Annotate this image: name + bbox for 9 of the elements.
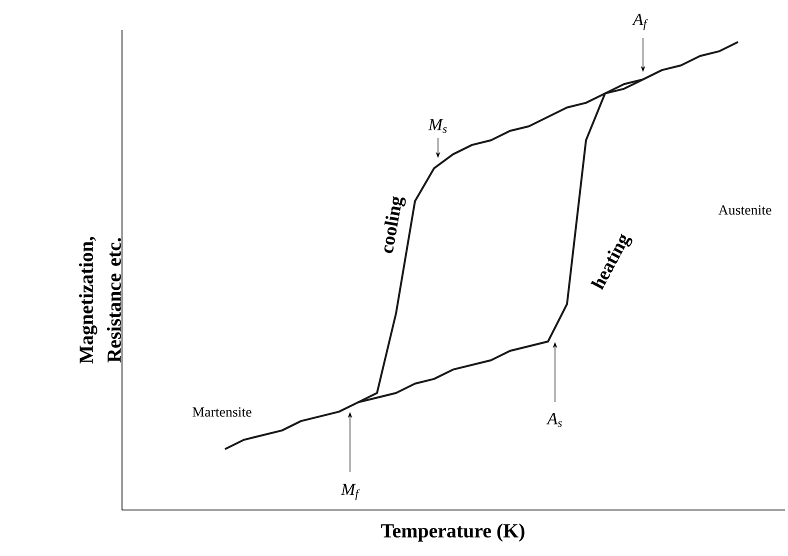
x-axis-title: Temperature (K) xyxy=(381,524,524,542)
annotation: M$_{f}$ xyxy=(340,484,360,500)
annotation: Austenite xyxy=(718,205,772,215)
text: A$_{f}$ xyxy=(632,14,648,30)
annotation: cooling xyxy=(384,196,406,253)
annotation: M$_{s}$ xyxy=(428,119,447,133)
annotation: A$_{s}$ xyxy=(546,413,562,427)
annotation: Martensite xyxy=(192,407,252,417)
y-axis-title: Magnetization, Resistance etc. xyxy=(79,236,122,364)
